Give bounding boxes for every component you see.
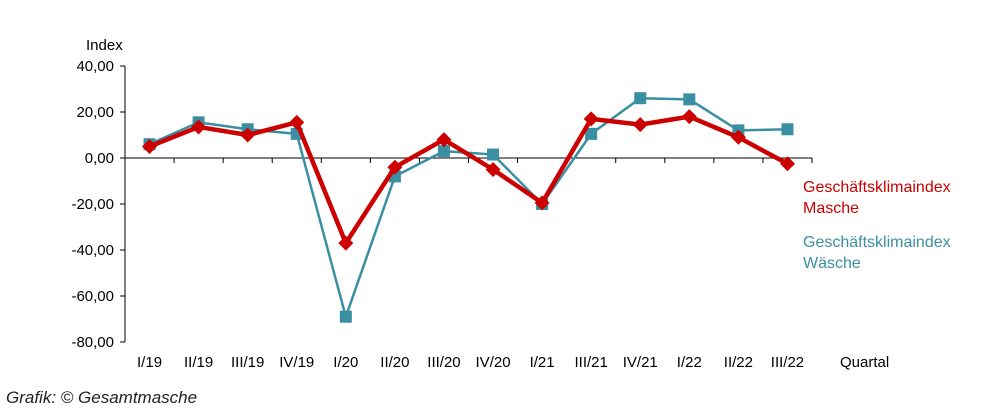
series xyxy=(142,92,795,323)
y-axis: 40,00 20,00 0,00 -20,00 -40,00 -60,00 -80,00 xyxy=(71,58,126,351)
x-tick-label: IV/20 xyxy=(476,354,511,371)
series-line xyxy=(148,114,789,246)
data-point xyxy=(585,127,598,140)
data-point xyxy=(437,145,450,158)
y-tick-label: 0,00 xyxy=(85,150,114,167)
data-point xyxy=(191,119,207,135)
data-point xyxy=(781,123,794,136)
y-axis-title: Index xyxy=(86,37,123,54)
data-point xyxy=(730,129,746,145)
data-point xyxy=(485,162,501,177)
x-tick-label: II/19 xyxy=(184,354,213,371)
series-waesche xyxy=(143,92,794,323)
y-tick-label: -60,00 xyxy=(71,288,114,305)
x-tick-label: IV/19 xyxy=(279,354,314,371)
y-tick-label: -20,00 xyxy=(71,196,114,213)
x-tick-label: III/22 xyxy=(771,354,804,371)
series-masche xyxy=(142,109,795,251)
x-tick-label: III/20 xyxy=(427,354,460,371)
data-point xyxy=(634,92,647,105)
data-point xyxy=(632,117,648,133)
x-tick-label: II/22 xyxy=(724,354,753,371)
chart: 40,00 20,00 0,00 -20,00 -40,00 -60,00 -80,00 I… xyxy=(71,37,951,371)
legend-entry-line: Masche xyxy=(803,200,859,217)
data-point xyxy=(339,310,352,323)
data-point xyxy=(681,109,697,125)
credit-text: Grafik: © Gesamtmasche xyxy=(6,388,198,407)
x-tick-label: III/19 xyxy=(231,354,264,371)
y-tick-label: 20,00 xyxy=(76,104,114,121)
x-tick-label: II/20 xyxy=(380,354,409,371)
x-tick-label: I/21 xyxy=(530,354,555,371)
data-point xyxy=(289,114,305,130)
data-point xyxy=(487,148,500,161)
x-tick-label: IV/21 xyxy=(623,354,658,371)
data-point xyxy=(142,139,158,154)
data-point xyxy=(436,132,452,148)
data-point xyxy=(338,235,354,251)
data-point xyxy=(779,156,795,172)
data-point xyxy=(240,127,256,143)
y-tick-label: -80,00 xyxy=(71,334,114,351)
legend-entry-line: Geschäftsklimaindex xyxy=(803,179,951,196)
data-point xyxy=(534,195,550,211)
x-axis: I/19 II/19 III/19 IV/19 I/20 II/20 III/20 IV/20… xyxy=(124,157,813,371)
legend: Geschäftsklimaindex Masche Geschäftsklimai… xyxy=(803,179,951,272)
x-tick-label: III/21 xyxy=(574,354,607,371)
data-point xyxy=(387,159,403,175)
x-tick-label: I/22 xyxy=(677,354,702,371)
y-tick-label: -40,00 xyxy=(71,242,114,259)
legend-entry-line: Wäsche xyxy=(803,255,861,272)
data-point xyxy=(583,111,599,127)
legend-entry-line: Geschäftsklimaindex xyxy=(803,234,951,251)
y-tick-label: 40,00 xyxy=(76,58,114,75)
data-point xyxy=(683,93,696,106)
x-axis-title: Quartal xyxy=(840,354,889,371)
x-tick-label: I/19 xyxy=(137,354,162,371)
x-tick-label: I/20 xyxy=(333,354,358,371)
